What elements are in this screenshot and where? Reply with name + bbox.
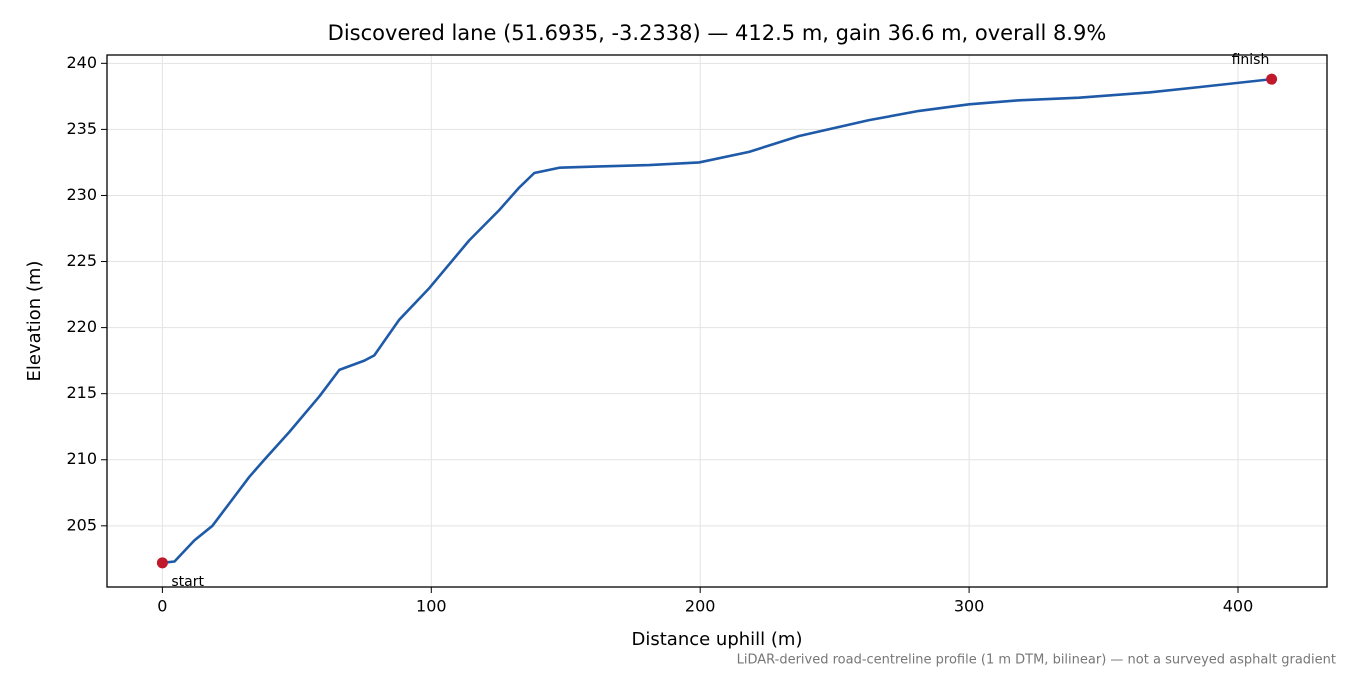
y-tick-label: 230 — [66, 185, 97, 204]
y-tick-label: 210 — [66, 449, 97, 468]
endpoint-label: start — [171, 574, 204, 590]
y-tick-label: 215 — [66, 383, 97, 402]
y-axis-label: Elevation (m) — [24, 261, 45, 382]
y-tick-label: 205 — [66, 515, 97, 534]
endpoint-marker — [1266, 73, 1278, 85]
x-tick-label: 200 — [685, 597, 716, 616]
y-tick-label: 220 — [66, 317, 97, 336]
endpoint-marker — [156, 557, 168, 569]
elevation-line — [162, 77, 1272, 565]
footnote: LiDAR-derived road-centreline profile (1… — [737, 653, 1336, 668]
y-tick-label: 225 — [66, 251, 97, 270]
y-tick-label: 240 — [66, 53, 97, 72]
y-tick-label: 235 — [66, 119, 97, 138]
chart-title: Discovered lane (51.6935, -3.2338) — 412… — [328, 21, 1107, 45]
x-tick-label: 100 — [416, 597, 447, 616]
x-tick-label: 300 — [954, 597, 985, 616]
endpoint-label: finish — [1232, 52, 1270, 68]
plot-frame — [106, 54, 1328, 588]
x-axis-label: Distance uphill (m) — [632, 629, 803, 650]
x-tick-label: 0 — [157, 597, 167, 616]
x-tick-label: 400 — [1223, 597, 1254, 616]
